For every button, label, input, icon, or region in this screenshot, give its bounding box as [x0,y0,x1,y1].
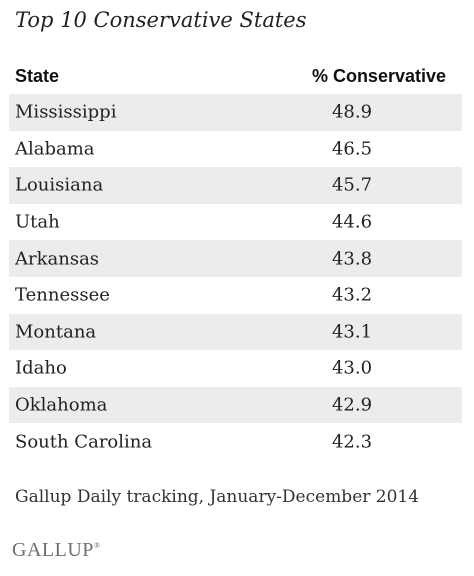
source-note: Gallup Daily tracking, January-December … [15,487,420,507]
state-cell: South Carolina [15,431,153,453]
value-cell: 42.9 [331,394,373,416]
state-cell: Utah [15,211,60,233]
gallup-logo: GALLUP® [12,539,101,561]
table-row: Tennessee 43.2 [9,277,462,314]
table-row: Alabama 46.5 [9,131,462,168]
state-cell: Idaho [15,357,67,379]
value-cell: 43.8 [331,248,373,270]
value-cell: 43.2 [331,284,373,306]
table-body: Mississippi 48.9 Alabama 46.5 Louisiana 45.7 U… [9,94,462,460]
table-row: Mississippi 48.9 [9,94,462,131]
value-cell: 43.1 [331,321,373,343]
state-cell: Alabama [15,138,95,160]
value-cell: 43.0 [331,357,373,379]
data-table: State % Conservative Mississippi 48.9 Alab… [9,60,462,460]
state-cell: Louisiana [15,174,104,196]
table-header: State % Conservative [9,60,462,94]
column-header-state: State [15,66,60,86]
value-cell: 42.3 [331,431,373,453]
gallup-logo-text: GALLUP [12,539,94,561]
table-row: Utah 44.6 [9,204,462,241]
table-row: South Carolina 42.3 [9,423,462,460]
state-cell: Tennessee [15,284,110,306]
table-row: Louisiana 45.7 [9,167,462,204]
table-row: Idaho 43.0 [9,350,462,387]
chart-title: Top 10 Conservative States [15,8,307,32]
table-row: Montana 43.1 [9,313,462,351]
value-cell: 46.5 [331,138,373,160]
value-cell: 48.9 [331,101,373,123]
state-cell: Montana [15,321,97,343]
table-row: Oklahoma 42.9 [9,386,462,424]
state-cell: Mississippi [15,101,117,123]
column-header-conservative: % Conservative [311,66,446,86]
state-cell: Oklahoma [15,394,108,416]
table-row: Arkansas 43.8 [9,240,462,277]
value-cell: 44.6 [331,211,373,233]
value-cell: 45.7 [331,174,373,196]
state-cell: Arkansas [15,248,100,270]
